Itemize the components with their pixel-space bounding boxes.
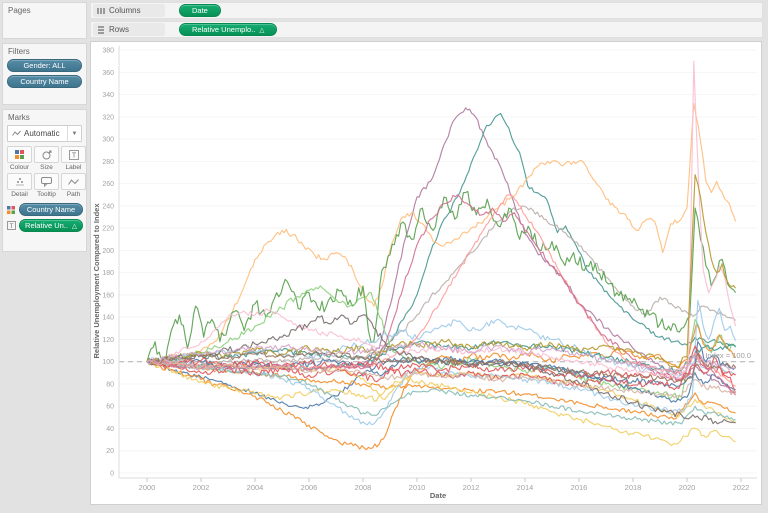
x-tick-label: 2018: [625, 483, 642, 492]
columns-shelf[interactable]: Columns Date: [90, 2, 763, 19]
series-line-20[interactable]: [146, 194, 737, 396]
svg-text:T: T: [9, 223, 13, 230]
label-button[interactable]: T Label: [61, 146, 86, 171]
x-tick-label: 2012: [463, 483, 480, 492]
series-line-15[interactable]: [146, 361, 736, 426]
series-line-11[interactable]: [146, 361, 736, 447]
y-tick-label: 200: [102, 248, 114, 255]
chevron-down-icon[interactable]: ▼: [67, 126, 81, 141]
y-tick-label: 80: [106, 381, 114, 388]
x-tick-label: 2022: [733, 483, 750, 492]
marks-title: Marks: [8, 113, 30, 122]
tooltip-icon: [34, 173, 59, 190]
pages-panel: Pages: [2, 2, 87, 39]
y-tick-label: 240: [102, 203, 114, 210]
series-line-14[interactable]: [147, 318, 736, 379]
label-icon: T: [61, 146, 86, 163]
columns-pill-date[interactable]: Date: [179, 4, 221, 17]
series-line-24[interactable]: [146, 350, 737, 384]
y-tick-label: 180: [102, 270, 114, 277]
y-tick-label: 160: [102, 292, 114, 299]
rows-icon: [98, 25, 104, 34]
columns-icon: [97, 7, 105, 14]
svg-text:T: T: [71, 152, 76, 159]
y-tick-label: 300: [102, 137, 114, 144]
x-tick-label: 2002: [193, 483, 210, 492]
detail-icon: [7, 173, 32, 190]
y-axis-title: Relative Unemployment Compared to Index: [92, 203, 101, 359]
filters-panel: Filters Gender: ALL Country Name: [2, 43, 87, 105]
columns-shelf-label: Columns: [93, 4, 165, 17]
y-tick-label: 100: [102, 359, 114, 366]
y-tick-label: 220: [102, 226, 114, 233]
line-chart[interactable]: 0 20 40 60 80 100 120 140 160 180 200 220 240 260 280 3…: [91, 42, 763, 506]
x-tick-label: 2008: [355, 483, 372, 492]
series-line-22[interactable]: [146, 174, 737, 368]
y-tick-label: 140: [102, 315, 114, 322]
y-tick-label: 0: [110, 471, 114, 478]
rows-shelf-label: Rows: [93, 23, 165, 36]
filter-pill-gender[interactable]: Gender: ALL: [7, 59, 82, 72]
x-tick-label: 2020: [679, 483, 696, 492]
y-tick-label: 60: [106, 404, 114, 411]
x-tick-label: 2014: [517, 483, 534, 492]
mark-type-value: Automatic: [24, 129, 60, 138]
series-line-21[interactable]: [146, 60, 737, 380]
size-button[interactable]: Size: [34, 146, 59, 171]
x-tick-label: 2010: [409, 483, 426, 492]
detail-button[interactable]: Detail: [7, 173, 32, 198]
rows-pill-relative-unemployment[interactable]: Relative Unemplo.. △: [179, 23, 278, 36]
mark-type-dropdown[interactable]: Automatic ▼: [7, 125, 82, 142]
marks-pill-country-name[interactable]: Country Name: [19, 203, 83, 216]
x-axis-title: Date: [430, 491, 446, 500]
y-tick-label: 40: [106, 426, 114, 433]
filter-pill-country-name[interactable]: Country Name: [7, 75, 82, 88]
y-tick-label: 20: [106, 448, 114, 455]
x-tick-label: 2004: [247, 483, 264, 492]
x-tick-label: 2016: [571, 483, 588, 492]
series-line-5[interactable]: [146, 190, 737, 367]
y-tick-label: 280: [102, 159, 114, 166]
y-tick-label: 340: [102, 92, 114, 99]
rows-shelf[interactable]: Rows Relative Unemplo.. △: [90, 21, 763, 38]
colour-grid-icon: [7, 146, 32, 163]
series-line-26[interactable]: [146, 340, 736, 374]
warning-triangle-icon: △: [259, 26, 265, 34]
y-tick-label: 120: [102, 337, 114, 344]
path-button[interactable]: Path: [61, 173, 86, 198]
filters-title: Filters: [8, 47, 30, 56]
size-icon: [34, 146, 59, 163]
warning-triangle-icon: △: [71, 222, 77, 230]
marks-panel: Marks Automatic ▼ Colour Size T Label: [2, 109, 87, 252]
label-icon: T: [6, 221, 16, 231]
colour-button[interactable]: Colour: [7, 146, 32, 171]
y-tick-label: 360: [102, 70, 114, 77]
x-tick-label: 2006: [301, 483, 318, 492]
colour-grid-icon: [6, 205, 16, 215]
x-tick-label: 2000: [139, 483, 156, 492]
reference-line-label: Index = 100.0: [705, 351, 751, 360]
series-line-3[interactable]: [146, 102, 737, 364]
y-tick-label: 320: [102, 114, 114, 121]
line-mark-icon: [12, 130, 21, 137]
series-line-9[interactable]: [146, 323, 736, 451]
series-line-17[interactable]: [146, 345, 737, 394]
series-line-6[interactable]: [146, 285, 736, 401]
path-icon: [61, 173, 86, 190]
series-line-7[interactable]: [146, 356, 736, 410]
chart-canvas: 0 20 40 60 80 100 120 140 160 180 200 220 240 260 280 3…: [90, 41, 762, 505]
y-tick-label: 260: [102, 181, 114, 188]
marks-pill-relative-unemployment[interactable]: Relative Un.. △: [19, 219, 83, 232]
tooltip-button[interactable]: Tooltip: [34, 173, 59, 198]
pages-title: Pages: [8, 6, 31, 15]
series-line-25[interactable]: [146, 359, 737, 399]
y-tick-label: 380: [102, 48, 114, 55]
